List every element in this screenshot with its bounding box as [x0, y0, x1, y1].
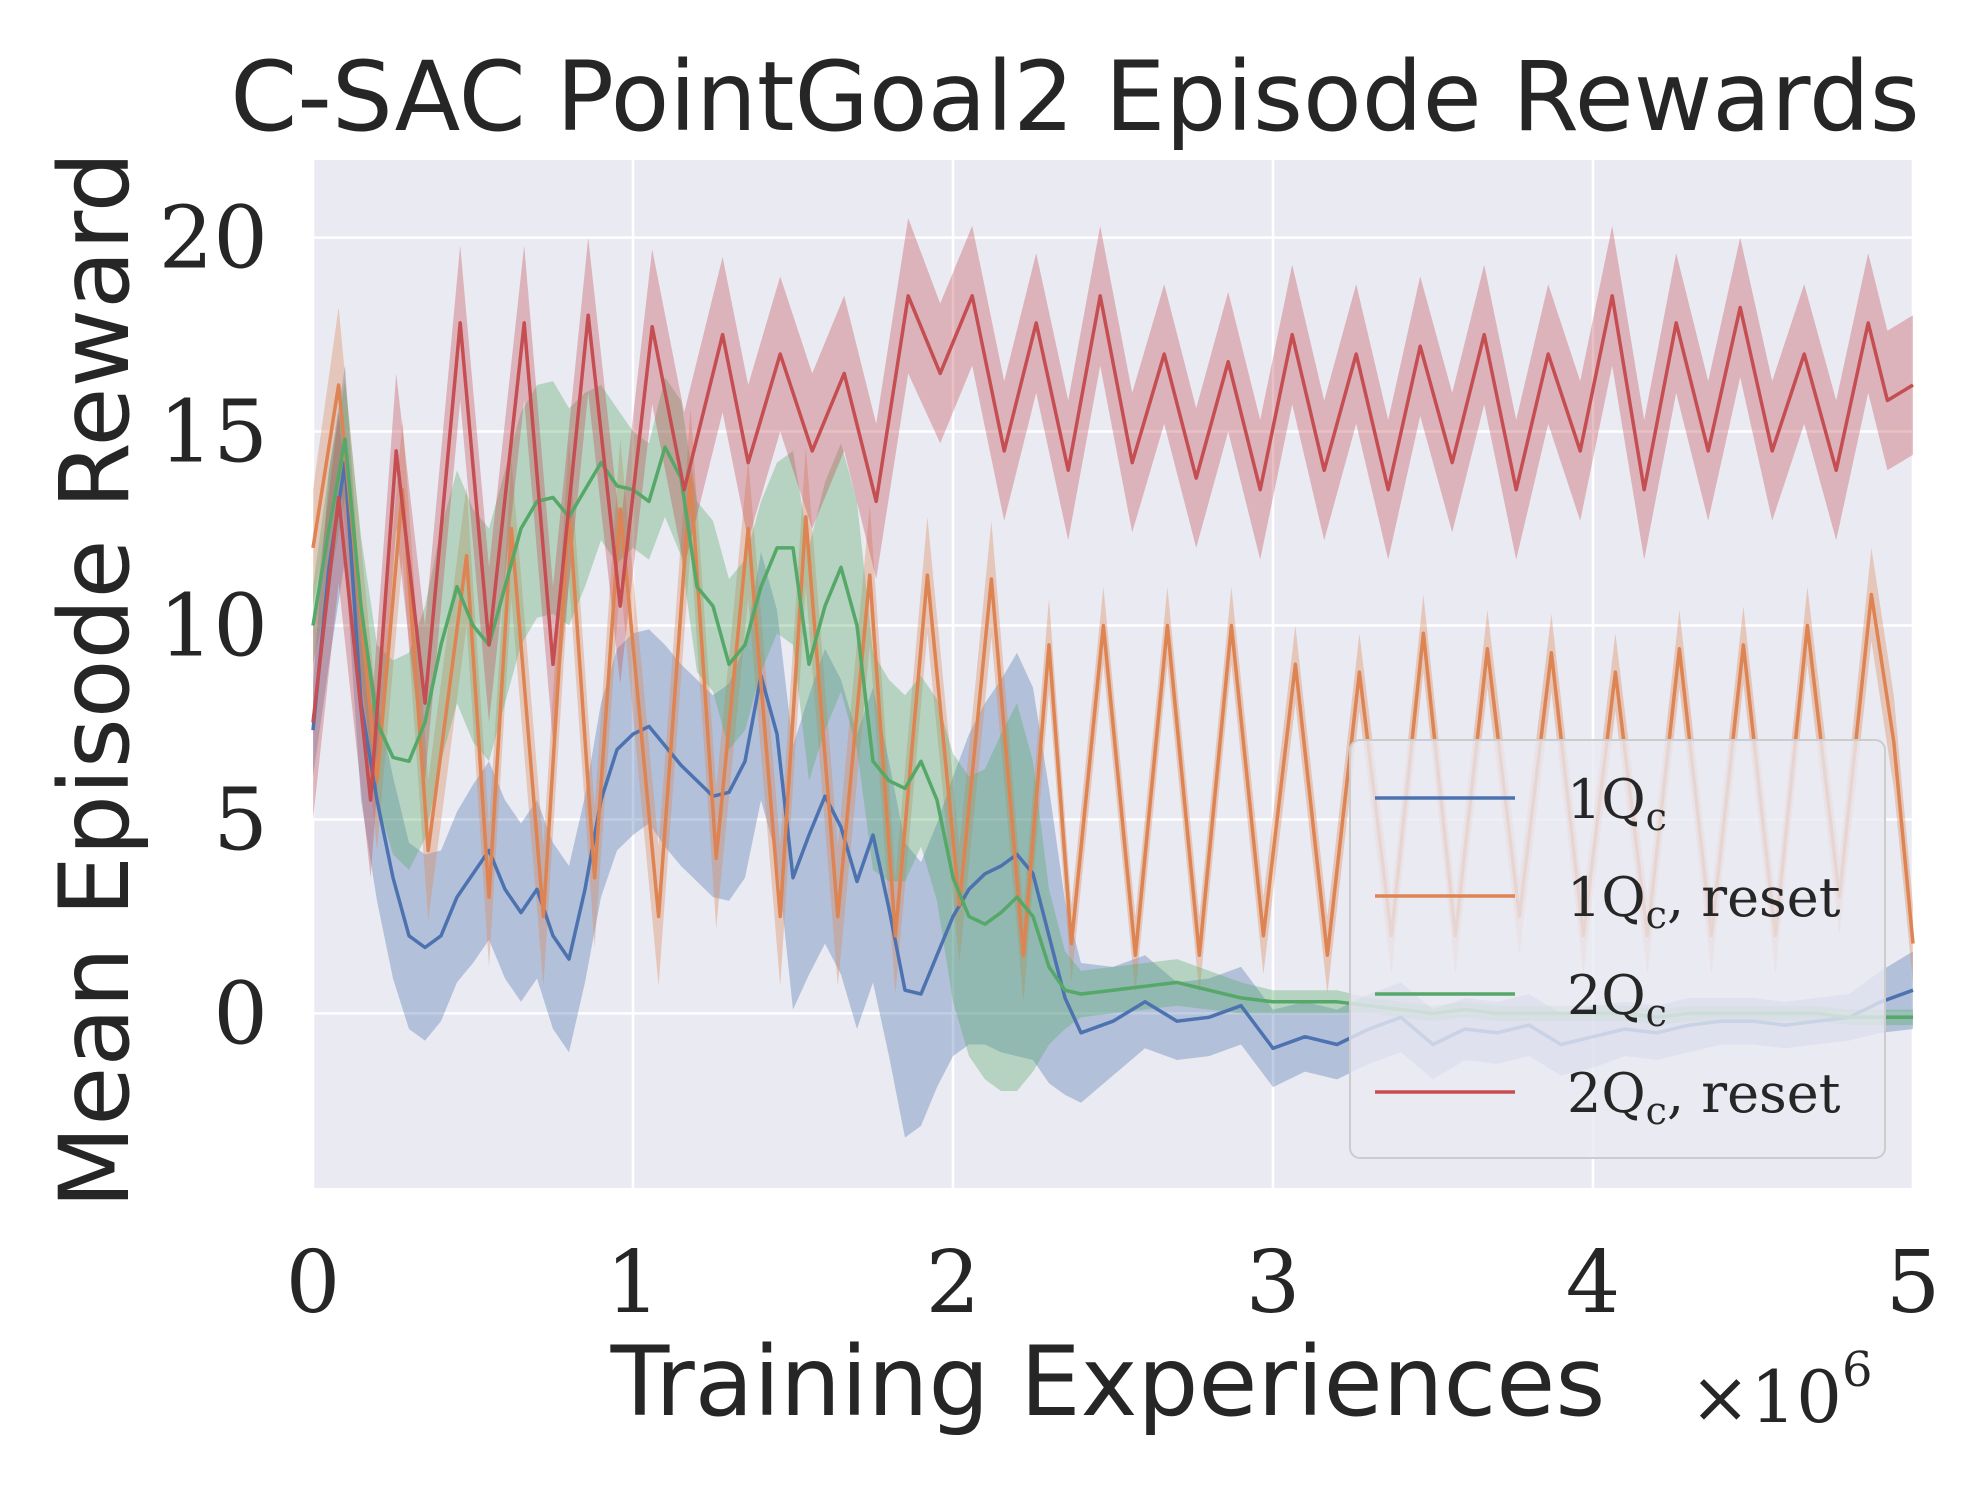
y-tick-label: 5 [213, 770, 268, 870]
legend-label: 1Qc [1567, 768, 1667, 839]
y-tick-label: 10 [159, 577, 268, 677]
band-2qc [313, 377, 1913, 1091]
y-tick-label: 0 [213, 964, 268, 1064]
x-multiplier-base: ×10 [1690, 1355, 1842, 1439]
x-tick-label: 5 [1886, 1233, 1941, 1333]
legend-label: 1Qc, reset [1567, 866, 1841, 937]
legend-box [1349, 739, 1886, 1159]
x-multiplier-exponent: 6 [1842, 1342, 1873, 1398]
y-axis-label: Mean Episode Reward [39, 151, 151, 1208]
x-tick-label: 3 [1246, 1233, 1301, 1333]
line-2qc-reset [311, 294, 1914, 802]
x-axis-label: Training Experiences [610, 1326, 1606, 1438]
x-tick-label: 2 [926, 1233, 981, 1333]
band-1qc [313, 365, 1913, 1138]
x-tick-label: 4 [1566, 1233, 1621, 1333]
x-ticks: 0 1 2 3 4 5 [286, 1233, 1941, 1333]
grid [311, 160, 1915, 1188]
band-2qc-reset [313, 218, 1913, 878]
chart-title: C-SAC PointGoal2 Episode Rewards [230, 41, 1920, 153]
legend-label: 2Qc, reset [1567, 1062, 1841, 1133]
y-tick-label: 15 [159, 383, 268, 483]
x-tick-label: 1 [606, 1233, 661, 1333]
y-ticks: 0 5 10 15 20 [159, 189, 268, 1065]
x-multiplier: ×106 [1690, 1342, 1873, 1439]
x-tick-label: 0 [286, 1233, 341, 1333]
legend: 1Qc 1Qc, reset 2Qc 2Qc, reset [1349, 739, 1886, 1159]
legend-label: 2Qc [1567, 964, 1667, 1035]
y-tick-label: 20 [159, 189, 268, 289]
